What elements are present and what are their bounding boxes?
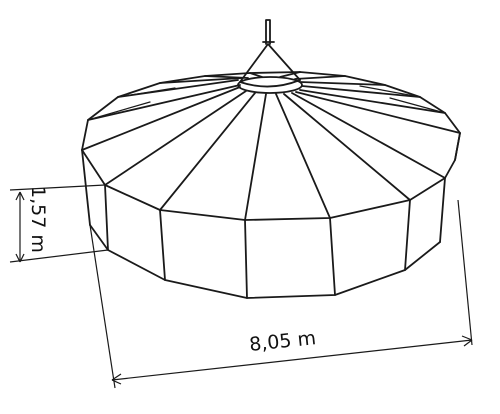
roof-panel-lines (87, 85, 446, 121)
roof-rim (81, 71, 461, 179)
diameter-label: 8,05 m (248, 327, 317, 356)
diameter-dimension (89, 199, 473, 389)
wall-bottom-edge (89, 224, 441, 299)
height-label: 1,57 m (27, 186, 49, 253)
roof-cap-base (239, 79, 301, 88)
wall-seams (81, 132, 461, 299)
roof-ribs (81, 71, 461, 221)
finial-pole (265, 19, 271, 45)
roof-cap (239, 43, 301, 83)
height-dimension (9, 184, 109, 263)
wall-top-edge (81, 149, 446, 221)
